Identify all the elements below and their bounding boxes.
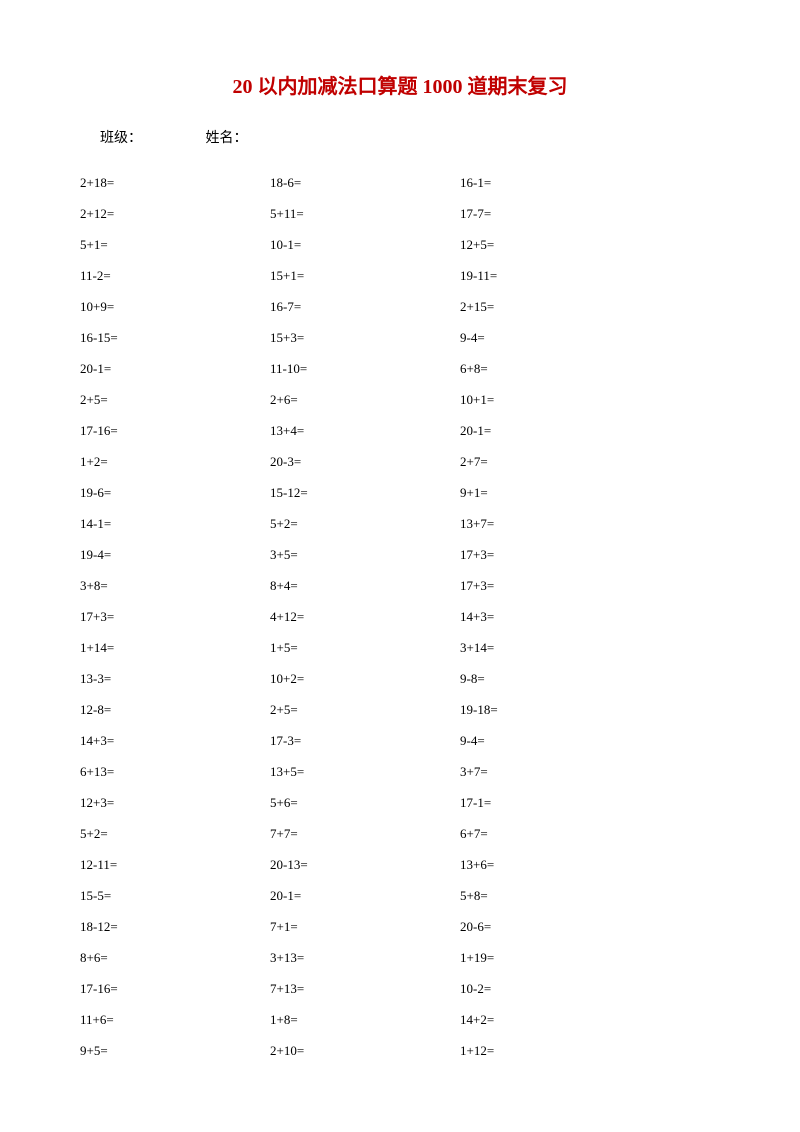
problem-cell: 11+6=: [80, 1004, 270, 1035]
problem-cell: 5+8=: [460, 880, 650, 911]
problem-cell: 11-2=: [80, 260, 270, 291]
problem-cell: 18-6=: [270, 167, 460, 198]
problem-cell: 13+5=: [270, 756, 460, 787]
problem-cell: 15+3=: [270, 322, 460, 353]
problem-cell: 3+5=: [270, 539, 460, 570]
problem-cell: 19-11=: [460, 260, 650, 291]
problem-cell: 17-16=: [80, 973, 270, 1004]
problem-cell: 1+2=: [80, 446, 270, 477]
problem-cell: 11-10=: [270, 353, 460, 384]
problem-cell: 10-2=: [460, 973, 650, 1004]
problem-cell: 20-6=: [460, 911, 650, 942]
problem-cell: 14+2=: [460, 1004, 650, 1035]
problem-cell: 10-1=: [270, 229, 460, 260]
problem-cell: 20-1=: [460, 415, 650, 446]
problem-cell: 17+3=: [80, 601, 270, 632]
problem-cell: 12-11=: [80, 849, 270, 880]
problem-cell: 9-4=: [460, 725, 650, 756]
problem-cell: 14+3=: [80, 725, 270, 756]
problem-cell: 2+18=: [80, 167, 270, 198]
problem-cell: 16-15=: [80, 322, 270, 353]
problem-cell: 6+7=: [460, 818, 650, 849]
problem-cell: 17-1=: [460, 787, 650, 818]
problem-cell: 1+5=: [270, 632, 460, 663]
problem-cell: 2+10=: [270, 1035, 460, 1066]
problem-cell: 5+2=: [270, 508, 460, 539]
problem-cell: 17+3=: [460, 570, 650, 601]
problem-cell: 5+2=: [80, 818, 270, 849]
problem-cell: 2+7=: [460, 446, 650, 477]
problem-cell: 7+1=: [270, 911, 460, 942]
problem-cell: 20-13=: [270, 849, 460, 880]
problem-cell: 20-1=: [270, 880, 460, 911]
problem-cell: 3+7=: [460, 756, 650, 787]
problem-cell: 18-12=: [80, 911, 270, 942]
problem-cell: 16-1=: [460, 167, 650, 198]
problem-cell: 12-8=: [80, 694, 270, 725]
problem-cell: 7+13=: [270, 973, 460, 1004]
problem-cell: 13+7=: [460, 508, 650, 539]
problem-cell: 3+13=: [270, 942, 460, 973]
problem-cell: 10+9=: [80, 291, 270, 322]
problem-cell: 12+3=: [80, 787, 270, 818]
problem-cell: 5+11=: [270, 198, 460, 229]
problem-cell: 2+5=: [80, 384, 270, 415]
problem-cell: 19-4=: [80, 539, 270, 570]
problem-cell: 1+14=: [80, 632, 270, 663]
problem-cell: 17-16=: [80, 415, 270, 446]
problem-cell: 1+8=: [270, 1004, 460, 1035]
problem-cell: 13+4=: [270, 415, 460, 446]
problem-cell: 8+4=: [270, 570, 460, 601]
problem-cell: 17-7=: [460, 198, 650, 229]
problem-cell: 7+7=: [270, 818, 460, 849]
problem-cell: 4+12=: [270, 601, 460, 632]
problem-cell: 17-3=: [270, 725, 460, 756]
problem-cell: 14-1=: [80, 508, 270, 539]
problem-cell: 9-4=: [460, 322, 650, 353]
problem-cell: 5+1=: [80, 229, 270, 260]
problem-cell: 14+3=: [460, 601, 650, 632]
problem-cell: 2+15=: [460, 291, 650, 322]
problem-cell: 6+13=: [80, 756, 270, 787]
problem-cell: 1+19=: [460, 942, 650, 973]
problem-cell: 15-5=: [80, 880, 270, 911]
page-title: 20 以内加减法口算题 1000 道期末复习: [80, 70, 720, 99]
problem-cell: 8+6=: [80, 942, 270, 973]
problem-cell: 15+1=: [270, 260, 460, 291]
problem-cell: 10+2=: [270, 663, 460, 694]
class-label: 班级：: [100, 127, 142, 147]
problem-cell: 19-18=: [460, 694, 650, 725]
problem-cell: 19-6=: [80, 477, 270, 508]
problem-cell: 3+8=: [80, 570, 270, 601]
problem-cell: 5+6=: [270, 787, 460, 818]
problem-cell: 13+6=: [460, 849, 650, 880]
problem-cell: 9+1=: [460, 477, 650, 508]
header-row: 班级： 姓名：: [80, 127, 720, 147]
problem-cell: 20-1=: [80, 353, 270, 384]
problem-cell: 10+1=: [460, 384, 650, 415]
problem-cell: 15-12=: [270, 477, 460, 508]
problem-cell: 12+5=: [460, 229, 650, 260]
problem-cell: 13-3=: [80, 663, 270, 694]
problem-cell: 16-7=: [270, 291, 460, 322]
name-label: 姓名：: [206, 127, 248, 147]
problem-cell: 3+14=: [460, 632, 650, 663]
problem-cell: 17+3=: [460, 539, 650, 570]
problem-cell: 2+5=: [270, 694, 460, 725]
problem-cell: 1+12=: [460, 1035, 650, 1066]
problem-cell: 9+5=: [80, 1035, 270, 1066]
problem-cell: 2+12=: [80, 198, 270, 229]
problems-grid: 2+18=18-6=16-1=2+12=5+11=17-7=5+1=10-1=1…: [80, 167, 720, 1066]
problem-cell: 9-8=: [460, 663, 650, 694]
problem-cell: 2+6=: [270, 384, 460, 415]
problem-cell: 6+8=: [460, 353, 650, 384]
problem-cell: 20-3=: [270, 446, 460, 477]
